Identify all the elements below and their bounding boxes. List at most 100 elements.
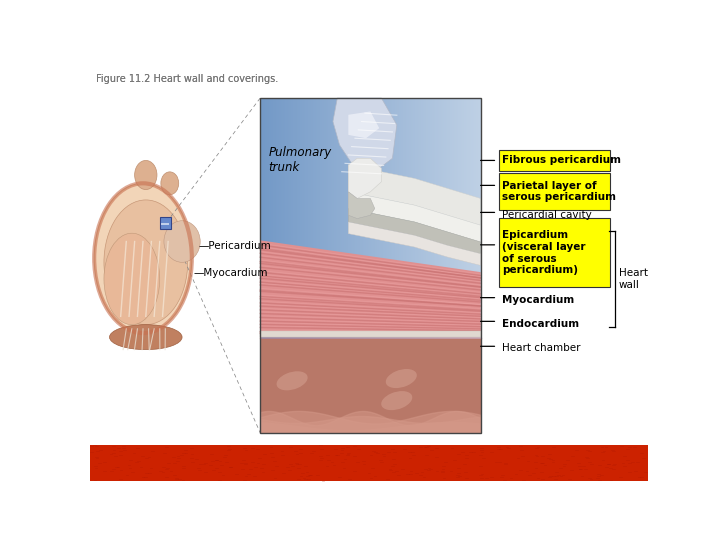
Text: —Myocardium: —Myocardium [193, 268, 268, 278]
Bar [356, 98, 360, 339]
Bar [333, 98, 338, 339]
Bar [330, 98, 334, 339]
Ellipse shape [94, 183, 192, 333]
Bar [378, 98, 382, 339]
Bar [286, 98, 290, 339]
Bar [426, 98, 430, 339]
Bar [160, 217, 171, 229]
Text: Fibrous pericardium: Fibrous pericardium [503, 156, 621, 165]
Polygon shape [348, 208, 481, 254]
Bar [366, 98, 371, 339]
Polygon shape [348, 192, 481, 242]
Bar [451, 98, 456, 339]
Bar [370, 98, 374, 339]
FancyBboxPatch shape [499, 150, 610, 171]
Bar [466, 98, 470, 339]
Bar [305, 98, 308, 339]
Polygon shape [348, 192, 375, 219]
Bar [382, 98, 386, 339]
Bar [403, 98, 408, 339]
Text: Heart
wall: Heart wall [619, 268, 648, 290]
Bar [275, 98, 279, 339]
Bar [392, 98, 397, 339]
Ellipse shape [104, 200, 188, 325]
Bar [429, 98, 433, 339]
FancyBboxPatch shape [499, 218, 610, 287]
Bar [415, 98, 419, 339]
Bar [319, 98, 323, 339]
Bar [161, 223, 169, 225]
Bar [260, 98, 481, 433]
Polygon shape [348, 165, 481, 225]
Ellipse shape [104, 233, 160, 325]
Polygon shape [260, 330, 481, 338]
Bar [469, 98, 474, 339]
Ellipse shape [386, 369, 417, 388]
Ellipse shape [135, 160, 157, 190]
Bar [433, 98, 437, 339]
Ellipse shape [109, 325, 182, 349]
Text: Epicardium
(visceral layer
of serous
pericardium): Epicardium (visceral layer of serous per… [503, 231, 586, 275]
Bar [260, 339, 481, 433]
Polygon shape [260, 240, 481, 338]
Bar [396, 98, 400, 339]
Bar [315, 98, 320, 339]
Bar [400, 98, 404, 339]
Bar [455, 98, 459, 339]
Bar [411, 98, 415, 339]
Bar [374, 98, 378, 339]
Ellipse shape [164, 221, 200, 262]
Bar [418, 98, 423, 339]
Text: Heart chamber: Heart chamber [503, 343, 581, 353]
Ellipse shape [161, 172, 179, 195]
Bar [352, 98, 356, 339]
Bar [436, 98, 441, 339]
Bar [440, 98, 444, 339]
Text: Figure 11.2 Heart wall and coverings.: Figure 11.2 Heart wall and coverings. [96, 74, 278, 84]
Text: Myocardium: Myocardium [503, 295, 575, 305]
Bar [326, 98, 330, 339]
FancyBboxPatch shape [499, 173, 610, 211]
Bar [407, 98, 411, 339]
Polygon shape [348, 158, 382, 199]
Bar [297, 98, 301, 339]
Bar [345, 98, 349, 339]
Bar [348, 98, 353, 339]
Bar [308, 98, 312, 339]
Bar [422, 98, 426, 339]
Bar [264, 98, 268, 339]
Text: —Pericardium: —Pericardium [199, 241, 271, 251]
Bar [363, 98, 367, 339]
Bar [341, 98, 345, 339]
Bar [312, 98, 316, 339]
Bar [389, 98, 393, 339]
Bar [260, 98, 481, 433]
Text: Pericardial cavity: Pericardial cavity [503, 210, 592, 220]
Bar [282, 98, 287, 339]
Text: Figure 11.2 Heart wall and coverings.: Figure 11.2 Heart wall and coverings. [96, 74, 278, 84]
Bar [444, 98, 448, 339]
Bar [338, 98, 341, 339]
Bar [90, 446, 648, 481]
Bar [385, 98, 390, 339]
Bar [359, 98, 364, 339]
Ellipse shape [276, 372, 307, 390]
Bar [462, 98, 467, 339]
Bar [300, 98, 305, 339]
Text: Parietal layer of
serous pericardium: Parietal layer of serous pericardium [503, 181, 616, 202]
Bar [459, 98, 463, 339]
Bar [268, 98, 271, 339]
Bar [477, 98, 481, 339]
Bar [271, 98, 276, 339]
Text: Pulmonary
trunk: Pulmonary trunk [269, 146, 332, 174]
Bar [323, 98, 327, 339]
Polygon shape [348, 111, 379, 138]
Ellipse shape [381, 391, 413, 410]
Polygon shape [348, 222, 481, 266]
Bar [289, 98, 294, 339]
Polygon shape [333, 98, 397, 172]
Text: Endocardium: Endocardium [503, 319, 580, 329]
Bar [260, 98, 264, 339]
Bar [448, 98, 451, 339]
Bar [293, 98, 297, 339]
